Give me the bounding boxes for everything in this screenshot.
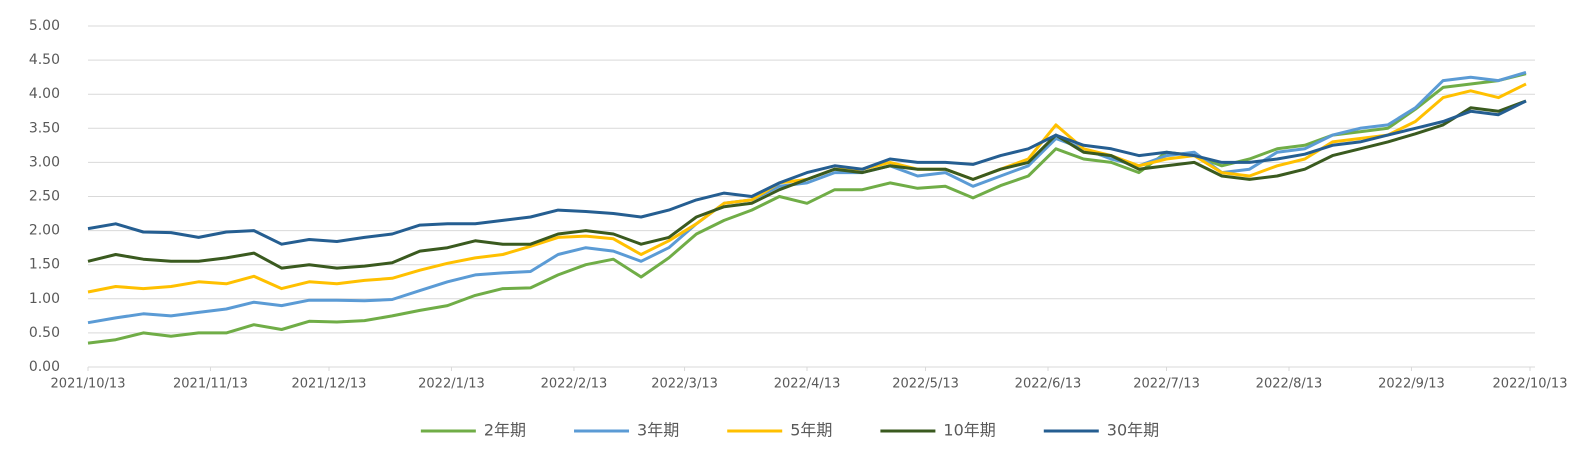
legend: 2年期 3年期 5年期 10年期 30年期 [420, 421, 1159, 440]
x-tick-label: 2022/8/13 [1256, 377, 1323, 392]
y-tick-label: 5.00 [29, 18, 60, 34]
y-tick-label: 4.00 [29, 86, 60, 102]
series-line [87, 99, 1527, 246]
x-tick-label: 2022/10/13 [1493, 377, 1568, 392]
y-tick-label: 4.50 [29, 52, 60, 68]
y-tick-label: 0.50 [29, 325, 60, 341]
x-tick-label: 2022/5/13 [892, 377, 959, 392]
y-tick-label: 2.00 [29, 223, 60, 239]
y-tick-label: 1.00 [29, 291, 60, 307]
y-tick-label: 1.50 [29, 257, 60, 273]
y-tick-label: 0.00 [29, 359, 60, 375]
x-tick-label: 2022/6/13 [1015, 377, 1082, 392]
y-tick-label: 2.50 [29, 189, 60, 205]
series-line [87, 70, 1527, 325]
x-tick-label: 2021/12/13 [292, 377, 367, 392]
series-line [87, 72, 1527, 345]
x-tick-label: 2022/3/13 [651, 377, 718, 392]
legend-label: 30年期 [1107, 421, 1159, 440]
series-line [87, 99, 1527, 270]
legend-label: 3年期 [637, 421, 679, 440]
legend-label: 2年期 [484, 421, 526, 440]
y-tick-label: 3.50 [29, 120, 60, 136]
x-tick-label: 2022/7/13 [1133, 377, 1200, 392]
x-tick-label: 2022/1/13 [418, 377, 485, 392]
legend-label: 10年期 [943, 421, 995, 440]
legend-label: 5年期 [790, 421, 832, 440]
x-tick-label: 2021/10/13 [51, 377, 126, 392]
x-tick-label: 2021/11/13 [173, 377, 248, 392]
x-tick-label: 2022/9/13 [1378, 377, 1445, 392]
x-tick-label: 2022/4/13 [774, 377, 841, 392]
x-tick-label: 2022/2/13 [541, 377, 608, 392]
y-tick-label: 3.00 [29, 154, 60, 170]
series-line [87, 82, 1527, 294]
